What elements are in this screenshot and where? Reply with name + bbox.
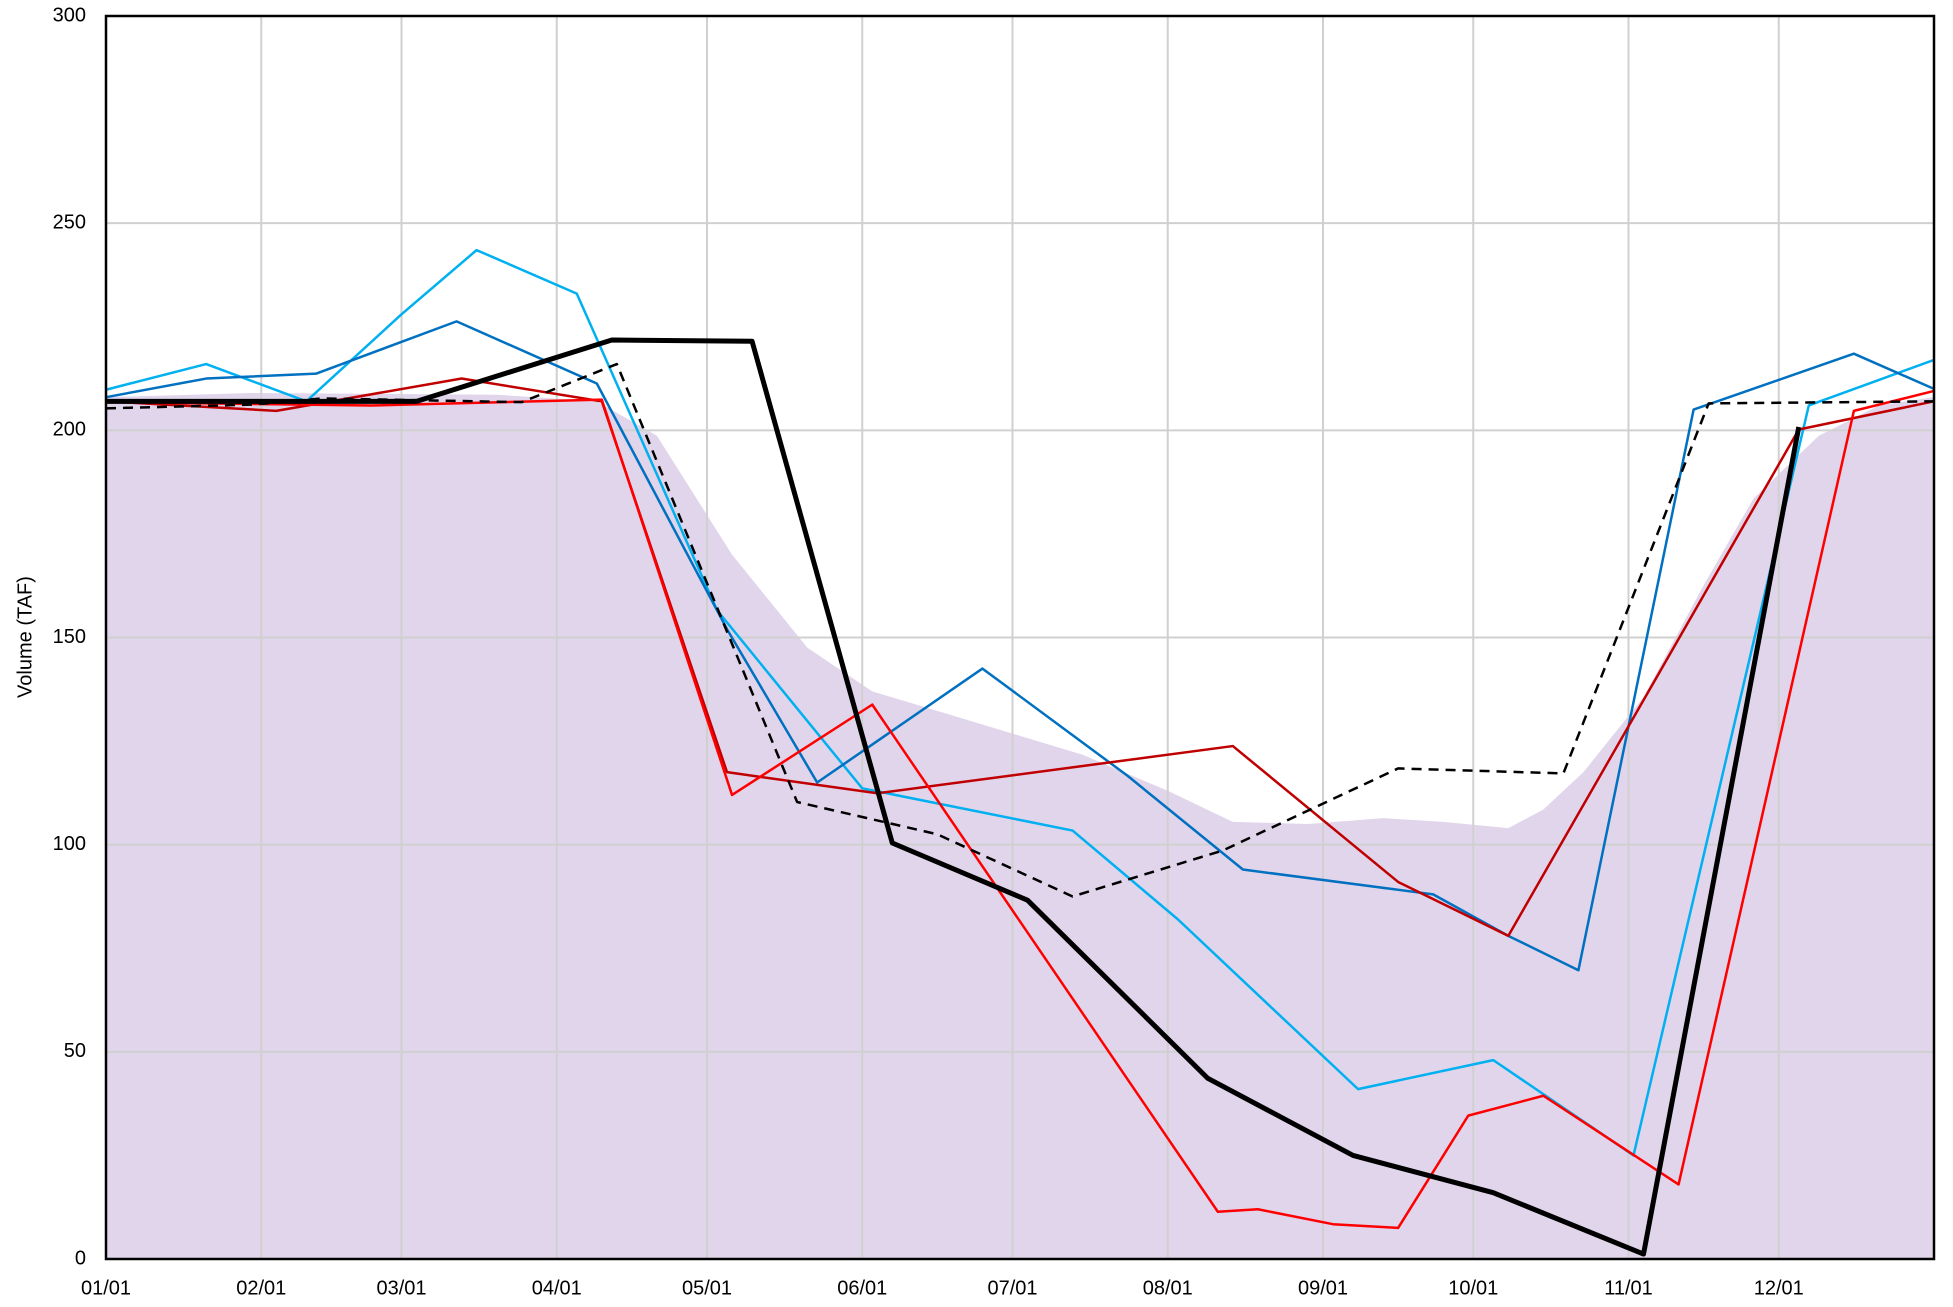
x-tick-label: 05/01 [682,1277,732,1299]
y-tick-label: 100 [53,833,86,855]
series-line [105,320,1935,972]
x-tick-label: 12/01 [1754,1277,1804,1299]
x-tick-label: 09/01 [1298,1277,1348,1299]
x-tick-label: 02/01 [236,1277,286,1299]
x-tick-label: 08/01 [1143,1277,1193,1299]
y-tick-label: 300 [53,4,86,26]
x-tick-label: 04/01 [532,1277,582,1299]
y-tick-label: 200 [53,419,86,441]
area [106,393,1934,1259]
x-tick-label: 01/01 [81,1277,131,1299]
series-line [105,389,1935,1230]
y-tick-label: 150 [53,626,86,648]
plot-frame [104,14,1936,1261]
x-tick-label: 07/01 [987,1277,1037,1299]
y-tick-label: 50 [64,1040,86,1062]
series-line [106,337,1802,1257]
y-axis-label: Volume (TAF) [14,576,36,698]
y-tick-label: 0 [75,1247,86,1269]
x-tick-label: 03/01 [376,1277,426,1299]
x-tick-label: 06/01 [837,1277,887,1299]
x-tick-label: 10/01 [1448,1277,1498,1299]
y-tick-label: 250 [53,211,86,233]
x-tick-label: 11/01 [1604,1277,1653,1299]
